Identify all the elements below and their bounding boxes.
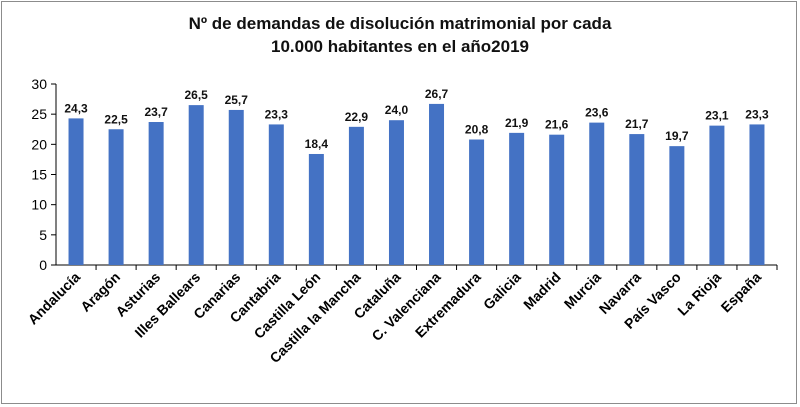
bar — [669, 146, 685, 265]
data-label: 21,9 — [505, 116, 529, 130]
data-label: 18,4 — [305, 137, 329, 151]
data-label: 23,3 — [265, 107, 289, 121]
category-label: Galicia — [480, 269, 524, 313]
bar — [589, 122, 605, 265]
data-label: 23,7 — [144, 105, 168, 119]
value-labels: 24,3 22,5 23,7 26,5 25,7 23,3 18,4 22,9 24,0 26,7… — [64, 87, 769, 151]
bar — [148, 122, 164, 265]
bar — [629, 134, 645, 265]
bar — [348, 126, 364, 265]
data-label: 22,5 — [104, 112, 128, 126]
bar — [549, 134, 565, 265]
y-tick-label: 5 — [39, 227, 47, 243]
bar — [108, 129, 124, 265]
data-label: 24,3 — [64, 101, 88, 115]
data-label: 21,7 — [625, 117, 649, 131]
data-label: 26,7 — [425, 87, 449, 101]
y-tick-label: 15 — [31, 167, 47, 183]
y-tick-label: 0 — [39, 257, 47, 273]
category-label: La Rioja — [674, 269, 724, 319]
bar — [429, 103, 445, 265]
data-label: 19,7 — [665, 129, 689, 143]
y-tick-label: 10 — [31, 197, 47, 213]
data-label: 22,9 — [345, 110, 369, 124]
data-label: 23,6 — [585, 106, 609, 120]
bar — [469, 139, 485, 265]
bar — [308, 153, 324, 265]
bar — [388, 120, 404, 265]
y-axis: 0 5 10 15 20 25 30 — [31, 76, 57, 273]
bar — [749, 124, 765, 265]
bar — [709, 125, 725, 265]
data-label: 25,7 — [225, 93, 249, 107]
y-tick-label: 30 — [31, 76, 47, 92]
bar — [228, 109, 244, 266]
category-label: Madrid — [520, 269, 564, 313]
x-axis — [56, 264, 778, 270]
data-label: 26,5 — [185, 88, 209, 102]
y-tick-label: 25 — [31, 106, 47, 122]
category-label: Andalucía — [25, 269, 84, 328]
chart-title-line-1: Nº de demandas de disolución matrimonial… — [188, 14, 612, 33]
bar — [268, 124, 284, 265]
data-label: 24,0 — [385, 103, 409, 117]
bars — [68, 103, 765, 266]
data-label: 23,3 — [745, 107, 769, 121]
bar — [68, 118, 84, 265]
data-label: 20,8 — [465, 123, 489, 137]
bar — [509, 132, 525, 265]
bar — [188, 105, 204, 265]
chart-title: Nº de demandas de disolución matrimonial… — [0, 12, 800, 58]
chart-title-line-2: 10.000 habitantes en el año2019 — [271, 37, 529, 56]
category-label: España — [718, 269, 765, 316]
data-label: 23,1 — [705, 109, 729, 123]
data-label: 21,6 — [545, 118, 569, 132]
y-tick-label: 20 — [31, 136, 47, 152]
